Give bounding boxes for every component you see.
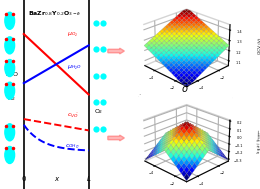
Y-axis label: log $p$O$_2$: log $p$O$_2$	[217, 93, 236, 108]
Title: $\bar{\sigma}$: $\bar{\sigma}$	[181, 83, 190, 95]
Text: L: L	[87, 177, 90, 182]
Text: $\mu_{H_2O}$: $\mu_{H_2O}$	[67, 63, 82, 72]
Text: $\mu_{O_2}$: $\mu_{O_2}$	[67, 31, 78, 40]
Text: $c_{V\ddot{O}}$: $c_{V\ddot{O}}$	[67, 112, 79, 120]
Text: H$_2$O: H$_2$O	[5, 70, 19, 78]
X-axis label: log $p$H$_2$O: log $p$H$_2$O	[136, 92, 158, 108]
Circle shape	[5, 12, 15, 29]
Circle shape	[5, 37, 15, 54]
Text: 0: 0	[22, 177, 26, 182]
Text: H$_2$: H$_2$	[7, 94, 16, 103]
Circle shape	[5, 124, 15, 141]
Circle shape	[5, 82, 15, 99]
Text: O$_2$: O$_2$	[94, 107, 103, 116]
Text: $c_{OH_O^\bullet}$: $c_{OH_O^\bullet}$	[65, 143, 79, 151]
Circle shape	[5, 60, 15, 77]
Text: BaZr$_{0.8}$Y$_{0.2}$O$_{3-\delta}$: BaZr$_{0.8}$Y$_{0.2}$O$_{3-\delta}$	[28, 9, 81, 18]
Text: x: x	[54, 177, 58, 182]
Circle shape	[5, 146, 15, 163]
